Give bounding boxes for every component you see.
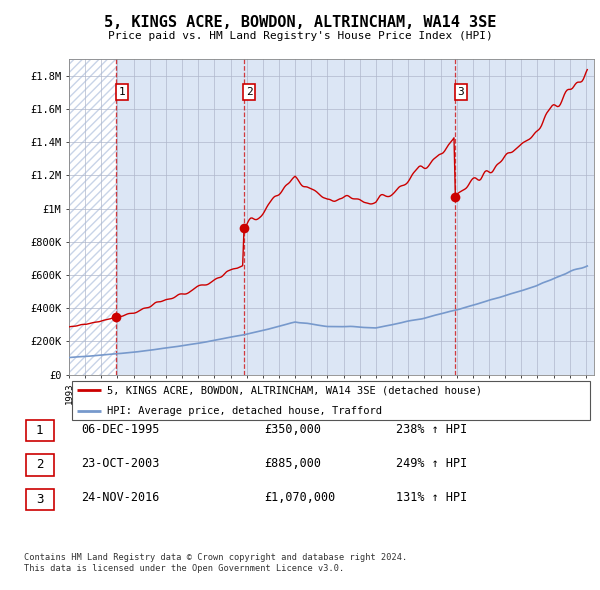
Text: 23-OCT-2003: 23-OCT-2003	[81, 457, 160, 470]
Text: 5, KINGS ACRE, BOWDON, ALTRINCHAM, WA14 3SE (detached house): 5, KINGS ACRE, BOWDON, ALTRINCHAM, WA14 …	[107, 385, 482, 395]
FancyBboxPatch shape	[26, 454, 53, 476]
Text: 238% ↑ HPI: 238% ↑ HPI	[396, 423, 467, 436]
Text: Contains HM Land Registry data © Crown copyright and database right 2024.
This d: Contains HM Land Registry data © Crown c…	[24, 553, 407, 573]
Text: £885,000: £885,000	[264, 457, 321, 470]
Text: 131% ↑ HPI: 131% ↑ HPI	[396, 491, 467, 504]
Text: 24-NOV-2016: 24-NOV-2016	[81, 491, 160, 504]
Bar	[69, 59, 116, 375]
FancyBboxPatch shape	[71, 381, 590, 420]
Text: 3: 3	[36, 493, 43, 506]
Text: £350,000: £350,000	[264, 423, 321, 436]
Text: HPI: Average price, detached house, Trafford: HPI: Average price, detached house, Traf…	[107, 406, 382, 416]
FancyBboxPatch shape	[26, 420, 53, 441]
Text: 249% ↑ HPI: 249% ↑ HPI	[396, 457, 467, 470]
Text: £1,070,000: £1,070,000	[264, 491, 335, 504]
Text: 3: 3	[457, 87, 464, 97]
Text: 1: 1	[118, 87, 125, 97]
Text: 2: 2	[246, 87, 253, 97]
Text: 5, KINGS ACRE, BOWDON, ALTRINCHAM, WA14 3SE: 5, KINGS ACRE, BOWDON, ALTRINCHAM, WA14 …	[104, 15, 496, 30]
Text: 2: 2	[36, 458, 43, 471]
Text: Price paid vs. HM Land Registry's House Price Index (HPI): Price paid vs. HM Land Registry's House …	[107, 31, 493, 41]
Text: 1: 1	[36, 424, 43, 437]
FancyBboxPatch shape	[26, 489, 53, 510]
Text: 06-DEC-1995: 06-DEC-1995	[81, 423, 160, 436]
